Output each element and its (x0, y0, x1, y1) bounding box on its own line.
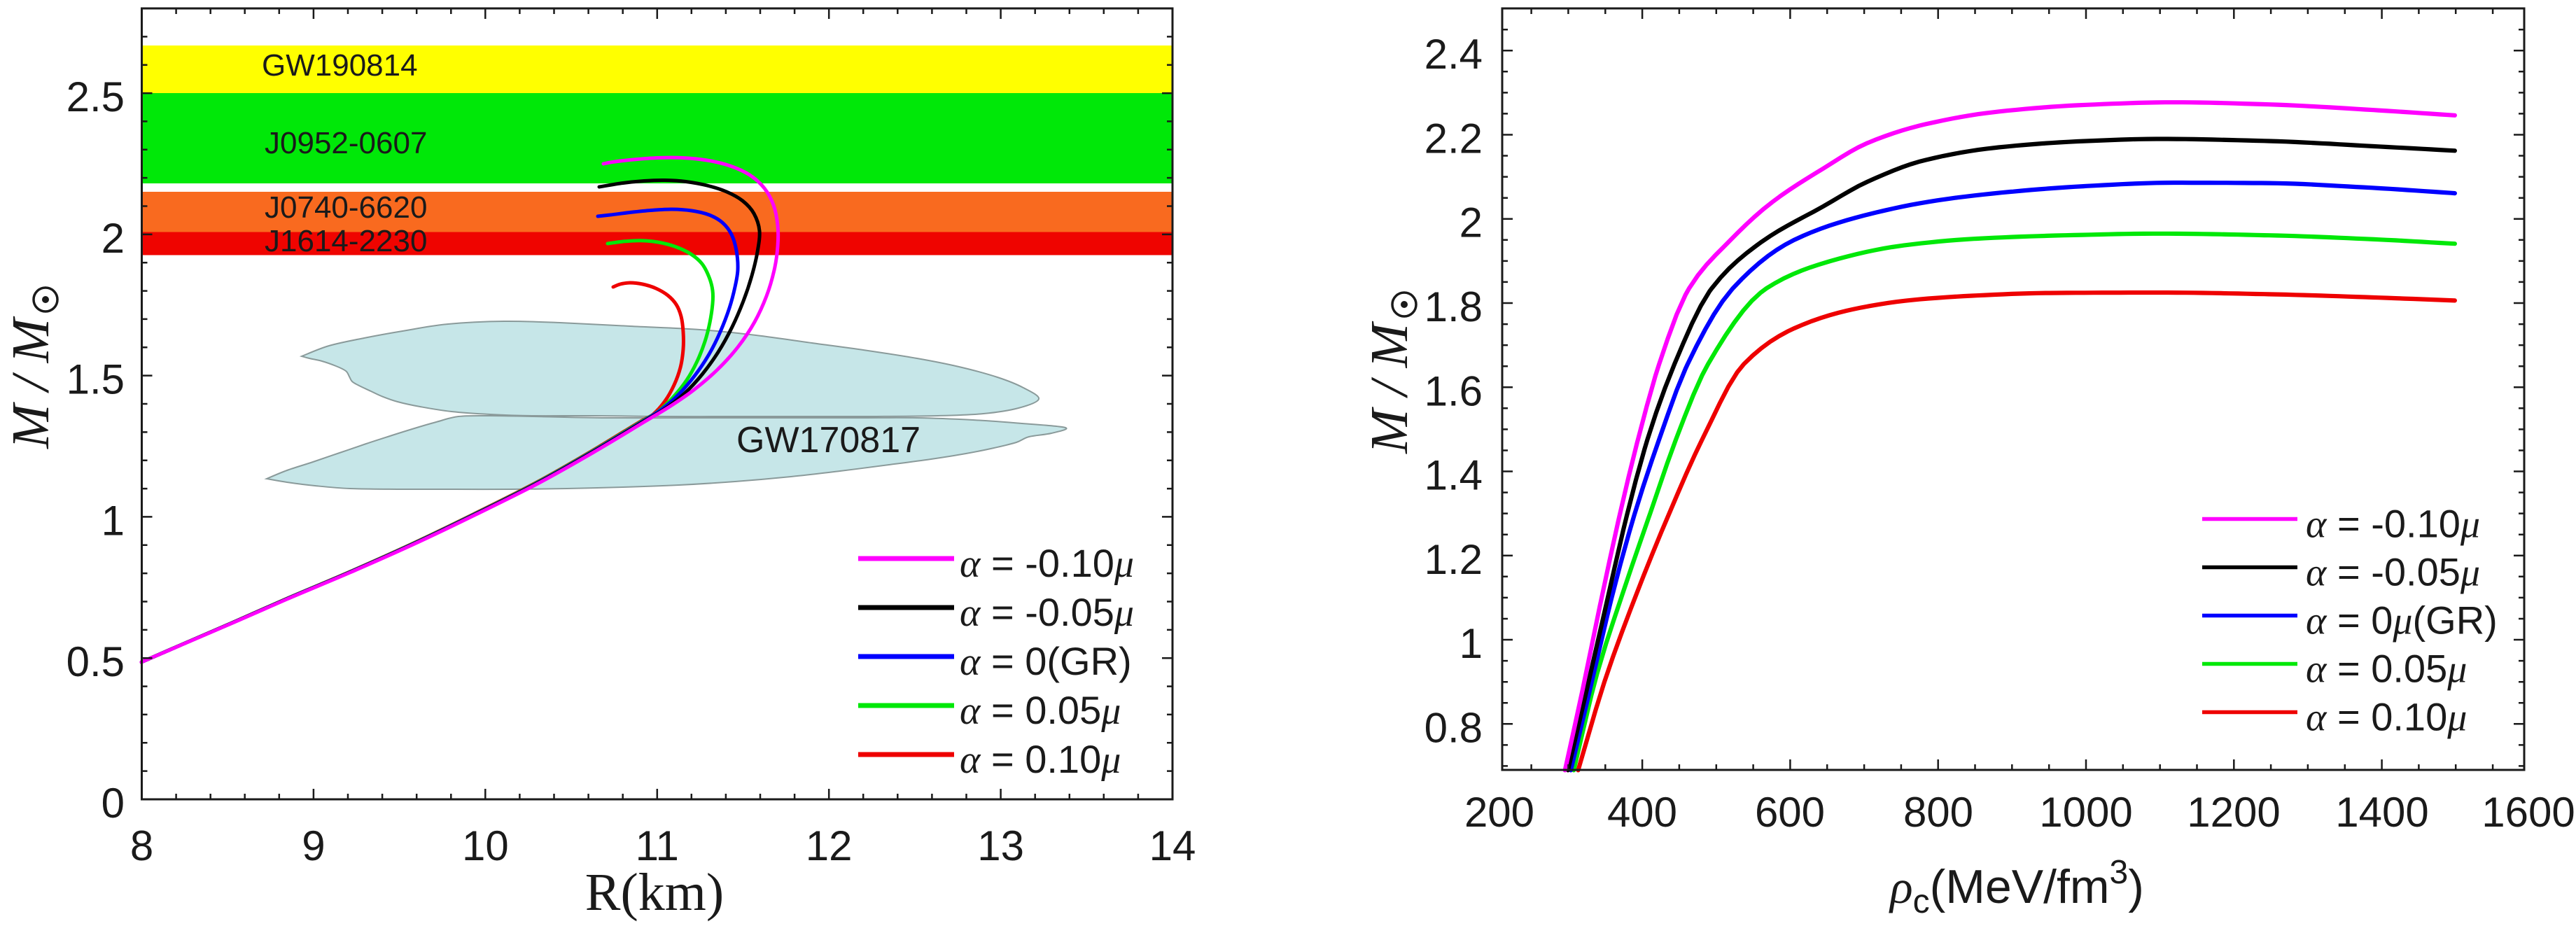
svg-text:1600: 1600 (2482, 789, 2575, 836)
svg-text:α = -0.05μ: α = -0.05μ (960, 590, 1134, 635)
svg-text:α = -0.05μ: α = -0.05μ (2306, 550, 2480, 595)
svg-text:10: 10 (462, 822, 509, 869)
svg-text:α = 0.10μ: α = 0.10μ (960, 737, 1121, 782)
svg-text:0.8: 0.8 (1424, 704, 1483, 751)
svg-text:ρc(MeV/fm3): ρc(MeV/fm3) (1889, 854, 2144, 920)
svg-text:11: 11 (636, 822, 679, 869)
svg-text:200: 200 (1464, 789, 1534, 836)
svg-text:α = 0.05μ: α = 0.05μ (2306, 647, 2467, 692)
svg-text:M / M: M / M (1, 316, 60, 449)
svg-text:1.2: 1.2 (1424, 536, 1483, 583)
svg-text:α = 0.10μ: α = 0.10μ (2306, 695, 2467, 740)
svg-text:400: 400 (1607, 789, 1677, 836)
svg-text:M / M: M / M (1360, 321, 1419, 454)
svg-text:800: 800 (1903, 789, 1973, 836)
svg-text:GW170817: GW170817 (736, 420, 920, 461)
svg-text:α = 0μ(GR): α = 0μ(GR) (2306, 598, 2498, 643)
svg-text:1.6: 1.6 (1424, 367, 1483, 414)
svg-text:12: 12 (806, 822, 853, 869)
svg-text:α = 0(GR): α = 0(GR) (960, 639, 1132, 684)
svg-text:2.5: 2.5 (66, 73, 125, 120)
svg-text:1.5: 1.5 (66, 356, 125, 403)
svg-text:R(km): R(km) (585, 863, 724, 922)
svg-text:α = -0.10μ: α = -0.10μ (960, 541, 1134, 586)
svg-text:1: 1 (102, 497, 125, 544)
svg-text:8: 8 (130, 822, 153, 869)
svg-text:1000: 1000 (2039, 789, 2132, 836)
svg-text:α = -0.10μ: α = -0.10μ (2306, 502, 2480, 547)
svg-text:14: 14 (1149, 822, 1196, 869)
svg-text:1: 1 (1460, 620, 1483, 667)
svg-text:1.8: 1.8 (1424, 283, 1483, 330)
svg-text:J0952-0607: J0952-0607 (265, 126, 427, 160)
svg-text:9: 9 (302, 822, 325, 869)
svg-text:GW190814: GW190814 (262, 48, 418, 83)
svg-text:0.5: 0.5 (66, 638, 125, 685)
svg-text:600: 600 (1755, 789, 1825, 836)
svg-text:J1614-2230: J1614-2230 (265, 224, 427, 258)
svg-text:1.4: 1.4 (1424, 452, 1483, 499)
svg-text:1400: 1400 (2335, 789, 2428, 836)
svg-text:2.2: 2.2 (1424, 115, 1483, 162)
svg-text:0: 0 (102, 780, 125, 827)
svg-text:2: 2 (1460, 199, 1483, 246)
svg-text:2.4: 2.4 (1424, 31, 1483, 78)
svg-text:13: 13 (977, 822, 1024, 869)
svg-text:2: 2 (102, 215, 125, 262)
svg-text:1200: 1200 (2187, 789, 2280, 836)
svg-text:J0740-6620: J0740-6620 (265, 190, 427, 225)
svg-text:α = 0.05μ: α = 0.05μ (960, 688, 1121, 733)
